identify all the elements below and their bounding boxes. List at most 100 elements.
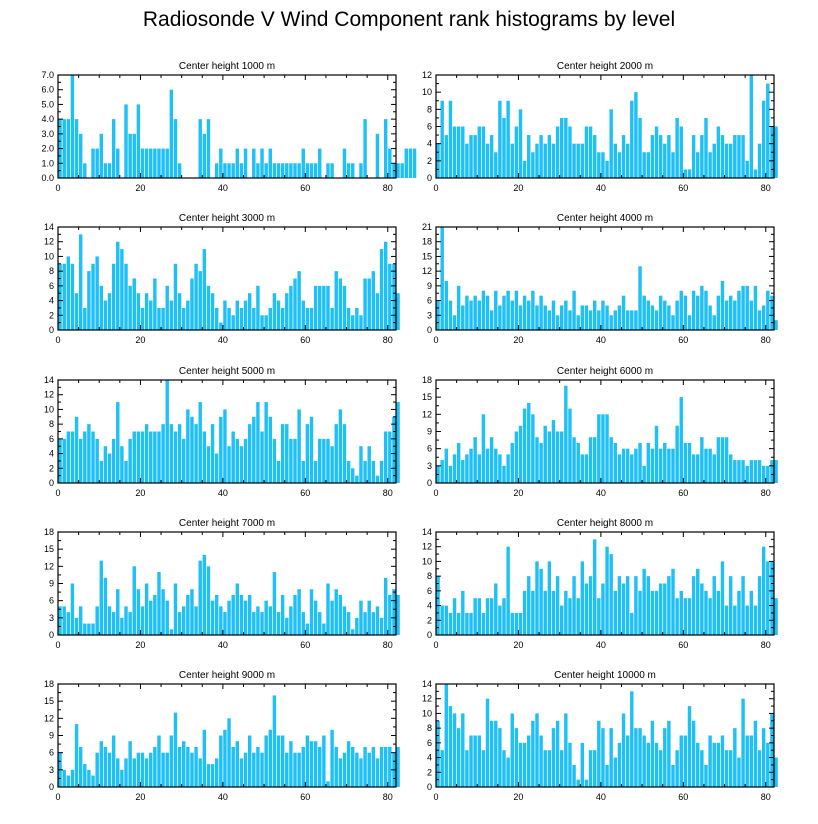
bar — [260, 612, 264, 635]
bar — [70, 583, 75, 635]
bar — [502, 598, 506, 635]
bar — [555, 431, 560, 483]
bar — [444, 684, 449, 787]
bar — [318, 285, 322, 330]
bar — [214, 453, 219, 483]
bar — [62, 263, 66, 330]
bar — [741, 135, 745, 178]
bar — [654, 126, 659, 178]
bar — [708, 735, 712, 787]
bar — [62, 119, 66, 178]
bar — [210, 293, 215, 330]
bar — [330, 600, 334, 635]
bar — [318, 148, 322, 178]
bar — [400, 163, 404, 178]
bar — [671, 315, 675, 330]
bar — [252, 307, 256, 330]
x-tick-label: 0 — [55, 183, 60, 193]
bar — [144, 758, 149, 787]
bar — [456, 612, 461, 635]
bar — [506, 757, 510, 787]
bar — [761, 546, 766, 635]
bar — [66, 431, 71, 483]
bar — [285, 752, 289, 787]
bar — [132, 566, 136, 635]
bar — [227, 163, 231, 178]
bar — [243, 438, 248, 483]
bar — [157, 735, 161, 787]
bar — [74, 617, 79, 635]
bar — [489, 720, 494, 787]
bar — [539, 442, 543, 483]
bar — [531, 720, 535, 787]
bar — [634, 92, 638, 178]
bar — [367, 446, 371, 483]
bar — [605, 764, 609, 787]
bar — [78, 606, 83, 635]
bar — [334, 589, 338, 635]
bar — [753, 169, 758, 178]
bar — [367, 600, 371, 635]
bar — [667, 305, 671, 330]
x-tick-label: 80 — [383, 640, 393, 650]
bar — [481, 612, 486, 635]
bar — [231, 746, 235, 787]
bar — [359, 446, 363, 483]
x-tick-label: 60 — [678, 183, 688, 193]
y-tick-label: 8 — [427, 571, 432, 581]
y-tick-label: 0 — [427, 325, 432, 335]
bar — [272, 695, 277, 787]
bar — [539, 135, 543, 178]
bar — [132, 278, 136, 330]
bar — [646, 442, 650, 483]
bar — [502, 117, 506, 178]
bar — [477, 300, 481, 330]
bar — [592, 539, 597, 635]
bar — [448, 612, 453, 635]
bar — [276, 460, 281, 483]
bar — [198, 402, 202, 483]
bar — [392, 589, 396, 635]
bar — [153, 594, 157, 635]
y-tick-label: 14 — [44, 222, 54, 232]
bar — [388, 148, 392, 178]
bar — [165, 285, 169, 330]
bar — [120, 769, 124, 787]
bar — [572, 764, 576, 787]
bar — [543, 425, 547, 483]
panel-title: Center height 5000 m — [179, 366, 275, 377]
bar — [107, 606, 112, 635]
bar — [461, 460, 465, 483]
bar — [514, 612, 519, 635]
bar — [103, 446, 108, 483]
bar — [95, 752, 99, 787]
x-tick-label: 80 — [761, 792, 771, 802]
bar — [149, 600, 153, 635]
bar — [729, 454, 733, 483]
bar — [280, 307, 285, 330]
bar — [322, 623, 326, 635]
bar — [223, 612, 227, 635]
y-tick-label: 12 — [44, 713, 54, 723]
bar — [239, 307, 244, 330]
bar — [256, 746, 260, 787]
bar — [708, 305, 712, 330]
bar — [235, 300, 240, 330]
bar — [78, 234, 83, 330]
bar — [592, 750, 597, 787]
bar — [675, 750, 679, 787]
bar — [256, 163, 260, 178]
bar — [597, 152, 601, 178]
bar — [518, 425, 523, 483]
bar — [584, 126, 589, 178]
bar — [667, 135, 671, 178]
bar — [650, 590, 655, 635]
bar — [687, 598, 692, 635]
bar — [716, 590, 721, 635]
bar — [766, 561, 770, 635]
bar — [485, 143, 490, 178]
x-tick-label: 80 — [383, 183, 393, 193]
y-tick-label: 0 — [49, 630, 54, 640]
bar — [720, 561, 725, 635]
bar — [140, 606, 145, 635]
